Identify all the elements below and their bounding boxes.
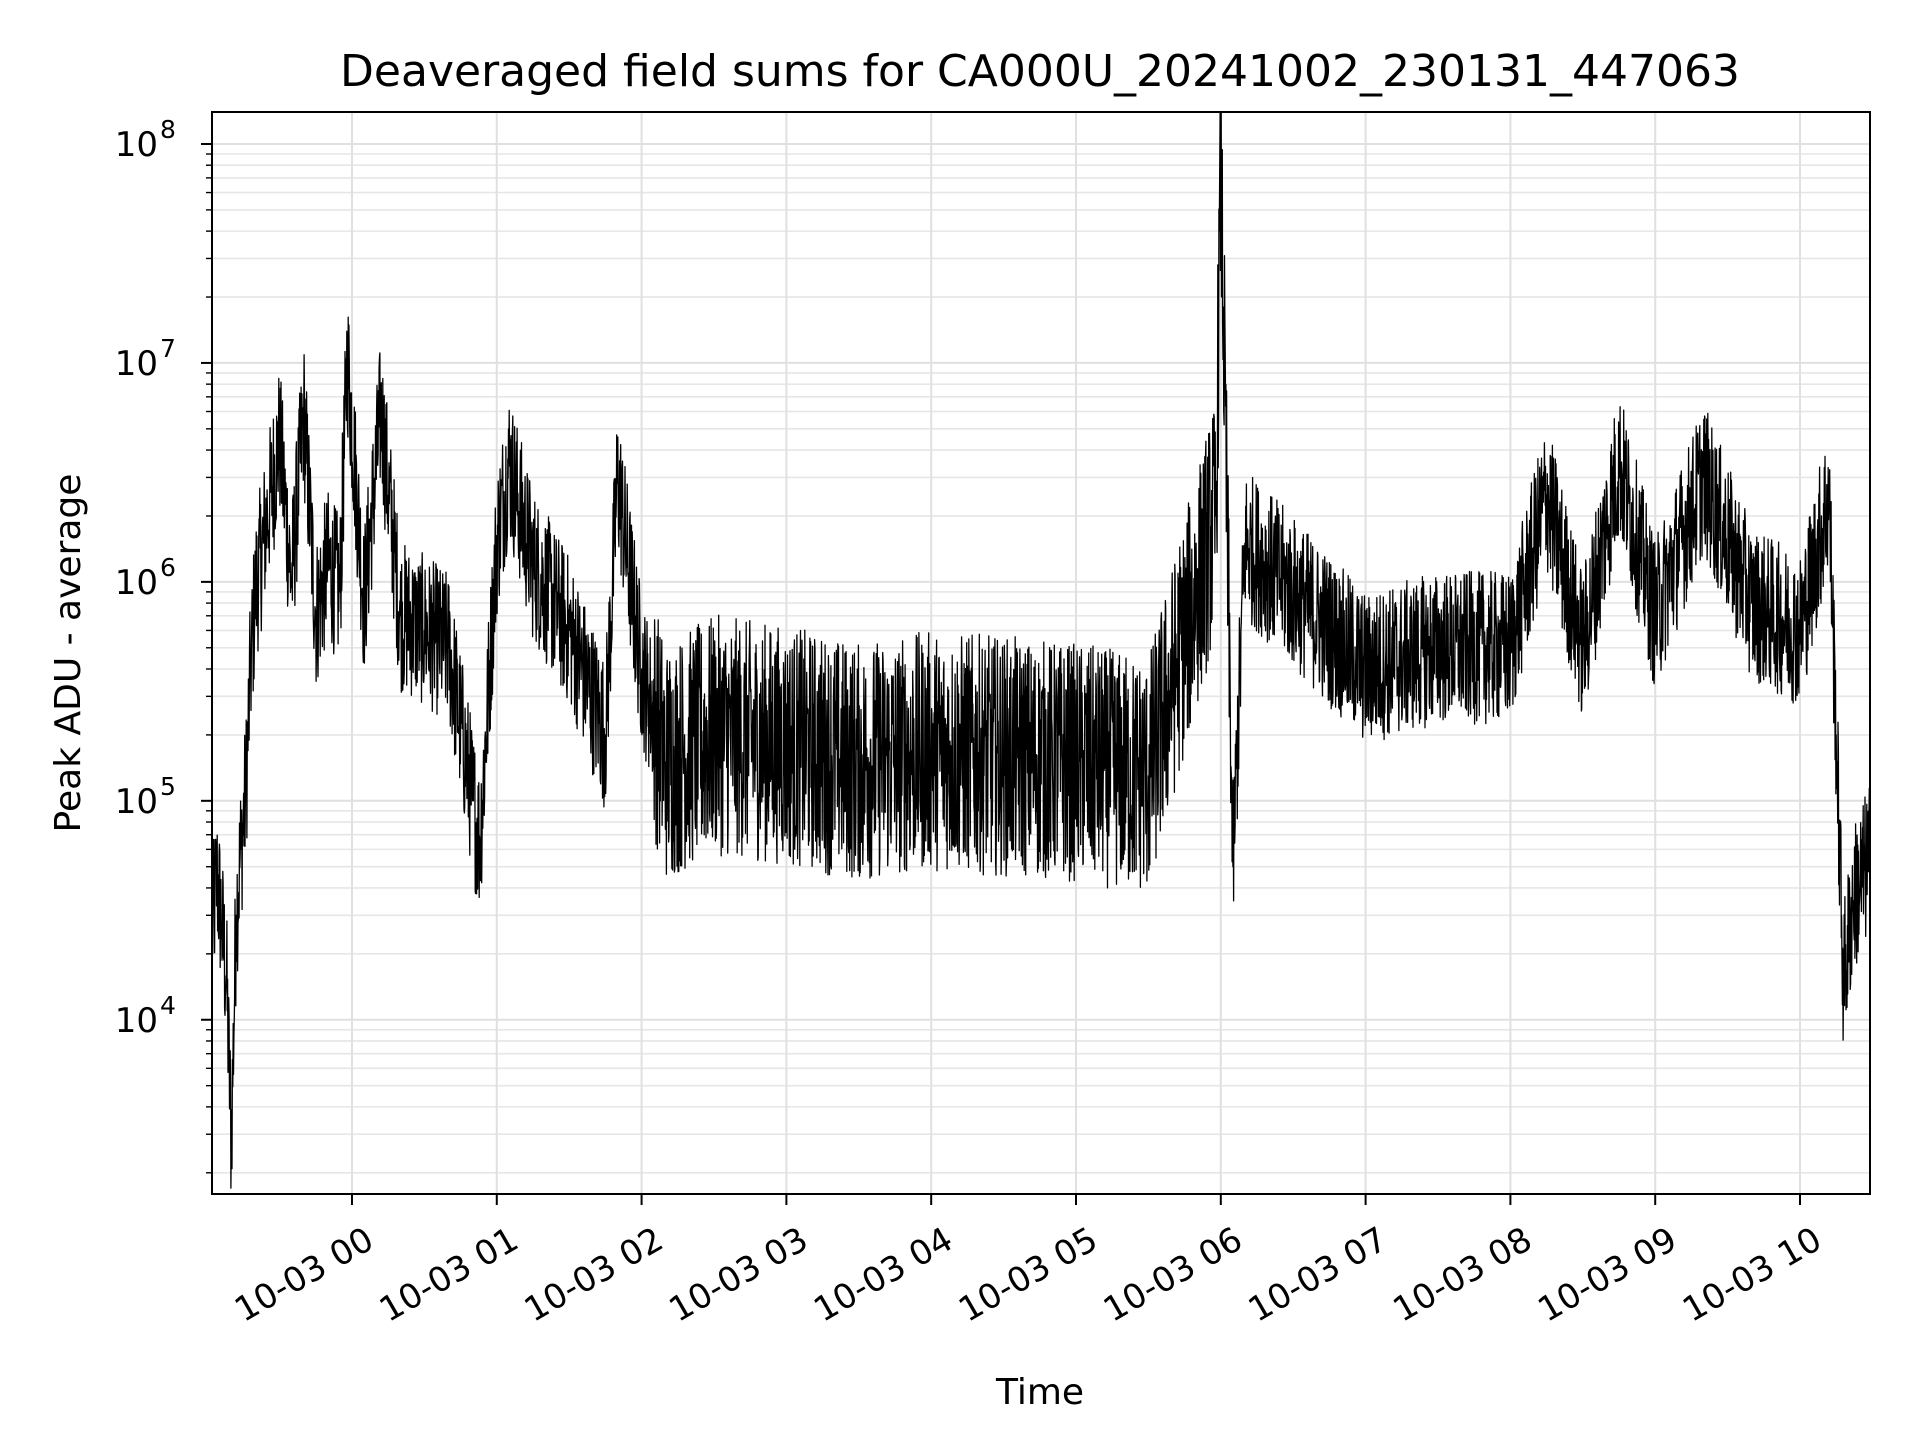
y-tick-exponent: 8 [160,115,176,144]
y-axis-label: Peak ADU - average [48,474,89,833]
y-tick-label: 10 6 [115,553,176,603]
data-series-line [211,112,1871,1189]
y-tick-label: 10 5 [115,772,176,822]
y-tick-label: 10 4 [115,991,176,1041]
y-tick-base: 10 [115,1001,158,1041]
y-tick-exponent: 6 [160,553,176,582]
plot-frame [211,111,1871,1195]
y-tick-exponent: 5 [160,772,176,801]
x-axis-label: Time [995,1372,1084,1413]
y-tick-label: 10 7 [115,334,176,384]
y-tick-exponent: 4 [160,991,176,1020]
y-tick-base: 10 [115,782,158,822]
y-tick-base: 10 [115,563,158,603]
chart-title: Deaveraged field sums for CA000U_2024100… [340,46,1740,97]
y-tick-base: 10 [115,344,158,384]
y-tick-exponent: 7 [160,334,176,363]
y-tick-base: 10 [115,125,158,165]
y-tick-label: 10 8 [115,115,176,165]
